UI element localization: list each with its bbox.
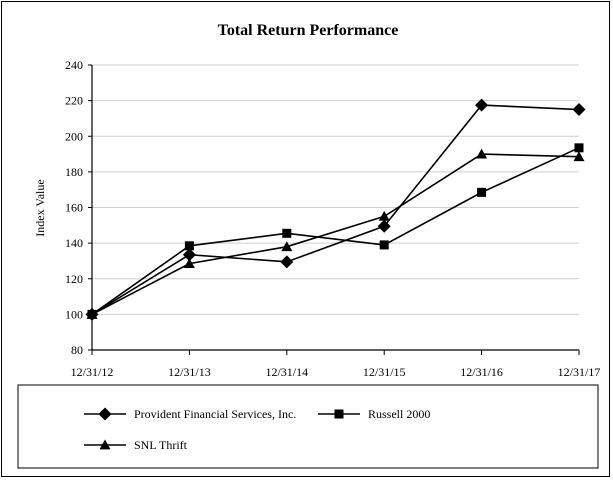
x-tick-label: 12/31/13 xyxy=(168,365,211,379)
y-tick-label: 180 xyxy=(65,165,83,179)
series-line xyxy=(91,147,580,316)
data-point-square xyxy=(477,187,487,197)
legend-item: SNL Thrift xyxy=(84,438,188,452)
data-point-triangle xyxy=(86,308,98,319)
data-point-diamond xyxy=(377,219,391,233)
y-tick-label: 80 xyxy=(71,343,83,357)
y-tick-label: 140 xyxy=(65,236,83,250)
y-tick-label: 160 xyxy=(65,201,83,215)
legend-marker-diamond xyxy=(98,407,112,421)
x-tick-label: 12/31/14 xyxy=(265,365,308,379)
data-point-triangle xyxy=(183,258,195,269)
legend-marker-triangle xyxy=(99,439,111,450)
series-triangle xyxy=(86,148,585,319)
x-tick-label: 12/31/17 xyxy=(558,365,601,379)
y-tick-label: 220 xyxy=(65,94,83,108)
data-point-diamond xyxy=(280,255,294,269)
series-diamond xyxy=(85,98,586,321)
x-tick-labels: 12/31/12 12/31/13 12/31/14 12/31/15 12/31/16… xyxy=(71,350,601,379)
data-point-diamond xyxy=(475,98,489,112)
data-point-square xyxy=(282,228,292,238)
series-group xyxy=(85,98,586,321)
data-point-triangle xyxy=(281,241,293,252)
y-axis-label: Index Value xyxy=(33,179,47,236)
grid-lines xyxy=(88,64,579,351)
data-point-square xyxy=(184,241,194,251)
legend-label: Provident Financial Services, Inc. xyxy=(134,407,296,421)
legend-item: Russell 2000 xyxy=(318,407,430,421)
x-tick-label: 12/31/15 xyxy=(363,365,406,379)
y-tick-label: 100 xyxy=(65,307,83,321)
chart-title: Total Return Performance xyxy=(218,22,399,39)
x-tick-label: 12/31/12 xyxy=(71,365,114,379)
legend-box xyxy=(17,384,599,469)
x-tick-label: 12/31/16 xyxy=(460,365,503,379)
data-point-triangle xyxy=(476,148,488,159)
legend-label: SNL Thrift xyxy=(134,438,188,452)
y-tick-label: 120 xyxy=(65,272,83,286)
legend: Provident Financial Services, Inc. Russel… xyxy=(84,407,430,452)
y-tick-label: 240 xyxy=(65,58,83,72)
axes xyxy=(91,65,579,351)
legend-item: Provident Financial Services, Inc. xyxy=(84,407,296,421)
data-point-square xyxy=(574,143,584,153)
data-point-diamond xyxy=(182,248,196,262)
y-tick-labels: 80 100 120 140 160 180 200 220 240 xyxy=(65,58,83,357)
series-line xyxy=(91,104,580,316)
series-line xyxy=(91,153,580,316)
data-point-triangle xyxy=(573,151,585,162)
y-tick-label: 200 xyxy=(65,129,83,143)
data-point-diamond xyxy=(572,103,586,117)
legend-marker-square xyxy=(334,409,344,419)
legend-label: Russell 2000 xyxy=(368,407,430,421)
data-point-triangle xyxy=(378,210,390,221)
data-point-square xyxy=(379,240,389,250)
